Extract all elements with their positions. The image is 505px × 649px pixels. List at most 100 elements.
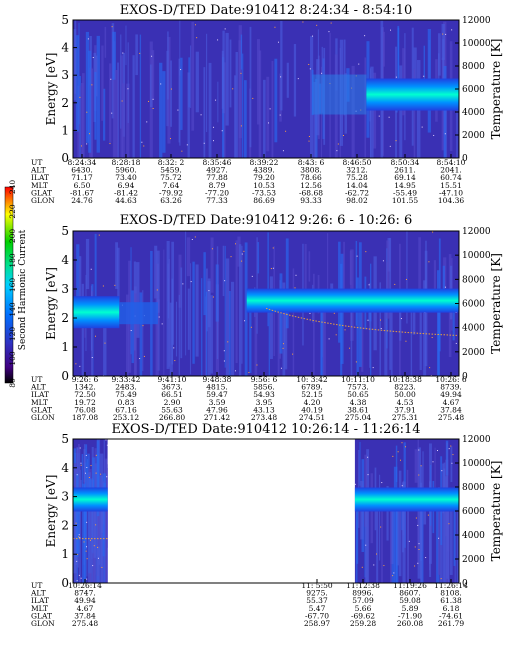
flux-speckle (336, 150, 338, 152)
flux-streak (107, 493, 110, 583)
flux-streak (225, 32, 229, 126)
flux-speckle (308, 63, 310, 65)
ephemeris-value: 9:26: 6 (72, 375, 99, 384)
ephemeris-value: 73.40 (115, 173, 137, 182)
spectrogram (73, 20, 459, 158)
ephemeris-row-label: UT (31, 375, 42, 384)
flux-streak (326, 233, 329, 298)
flux-streak (304, 243, 307, 305)
y-tick-label: 1 (61, 547, 69, 561)
flux-speckle (381, 482, 383, 484)
flux-streak (77, 443, 80, 496)
ephemeris-value: 11:26:14 (434, 581, 468, 590)
ephemeris-value: 8747. (74, 589, 95, 598)
panel-1: EXOS-D/TED Date:910412 8:24:34 - 8:54:10… (30, 3, 503, 205)
flux-streak (256, 39, 260, 125)
flux-speckle (451, 29, 453, 31)
colorbar-tick-label: 160 (8, 278, 17, 293)
flux-speckle (114, 284, 116, 286)
ephemeris-value: 275.31 (392, 413, 418, 422)
flux-speckle (372, 367, 374, 369)
ephemeris-value: 4.38 (350, 398, 367, 407)
ephemeris-value: 10.53 (253, 181, 275, 190)
flux-streak (398, 470, 402, 577)
flux-speckle (405, 340, 407, 342)
flux-streak (112, 41, 116, 158)
flux-speckle (256, 364, 258, 366)
flux-speckle (152, 108, 154, 110)
flux-speckle (98, 234, 100, 236)
flux-speckle (89, 539, 91, 541)
flux-speckle (448, 448, 450, 450)
flux-streak (91, 477, 93, 583)
ephemeris-value: 44.63 (115, 196, 137, 205)
ephemeris-value: 6.18 (443, 604, 460, 613)
flux-speckle (146, 121, 148, 123)
ephemeris-value: 4.20 (304, 398, 321, 407)
flux-speckle (333, 312, 335, 314)
flux-speckle (309, 312, 311, 314)
y2-tick-label: 0 (462, 154, 468, 164)
flux-streak (343, 241, 345, 290)
flux-speckle (85, 550, 87, 552)
flux-streak (379, 282, 381, 376)
flux-speckle (92, 57, 94, 59)
y-tick-label: 4 (61, 461, 69, 475)
ephemeris-value: 61.38 (440, 596, 462, 605)
ephemeris-value: 7573. (347, 383, 368, 392)
flux-speckle (158, 316, 160, 318)
flux-streak (76, 244, 80, 316)
flux-speckle (223, 350, 225, 352)
y-axis-label: Energy [eV] (44, 267, 58, 340)
flux-speckle (232, 88, 234, 90)
flux-streak (393, 466, 398, 583)
ephemeris-value: 14.95 (394, 181, 416, 190)
flux-streak (355, 505, 358, 583)
flux-speckle (76, 560, 78, 562)
flux-speckle (181, 150, 183, 152)
ephemeris-value: 50.00 (394, 390, 416, 399)
flux-streak (293, 44, 297, 117)
flux-streak (73, 499, 77, 574)
flux-streak (399, 301, 402, 341)
colorbar-tick-label: 100 (8, 351, 17, 366)
flux-streak (156, 250, 160, 313)
ephemeris-value: 8:43: 6 (298, 158, 325, 167)
flux-speckle (94, 335, 96, 337)
flux-streak (402, 481, 406, 583)
flux-speckle (368, 284, 370, 286)
flux-speckle (382, 260, 384, 262)
flux-speckle (441, 470, 443, 472)
flux-streak (321, 298, 324, 376)
flux-speckle (101, 566, 103, 568)
flux-streak (423, 45, 425, 111)
flux-speckle (401, 442, 403, 444)
flux-streak (355, 240, 358, 326)
ephemeris-value: 8:50:34 (391, 158, 420, 167)
flux-streak (434, 447, 436, 508)
flux-streak (268, 299, 270, 376)
flux-streak (389, 503, 392, 583)
flux-speckle (430, 374, 432, 376)
flux-streak (249, 298, 252, 373)
ephemeris-value: 79.20 (253, 173, 275, 182)
flux-speckle (78, 574, 80, 576)
ephemeris-value: -81.67 (70, 188, 94, 197)
flux-speckle (80, 577, 82, 579)
flux-speckle (321, 72, 323, 74)
flux-band (119, 302, 158, 325)
y-tick-label: 4 (61, 253, 69, 267)
flux-speckle (76, 474, 78, 476)
flux-streak (187, 288, 190, 350)
ephemeris-value: 77.88 (206, 173, 228, 182)
y2-tick-label: 6000 (462, 300, 485, 310)
flux-speckle (417, 524, 419, 526)
flux-streak (386, 485, 389, 541)
flux-speckle (401, 485, 403, 487)
flux-streak (178, 254, 182, 308)
flux-speckle (241, 253, 243, 255)
flux-streak (185, 231, 187, 356)
ephemeris-row-label: GLAT (31, 405, 52, 414)
flux-streak (163, 249, 165, 376)
flux-streak (83, 449, 86, 483)
